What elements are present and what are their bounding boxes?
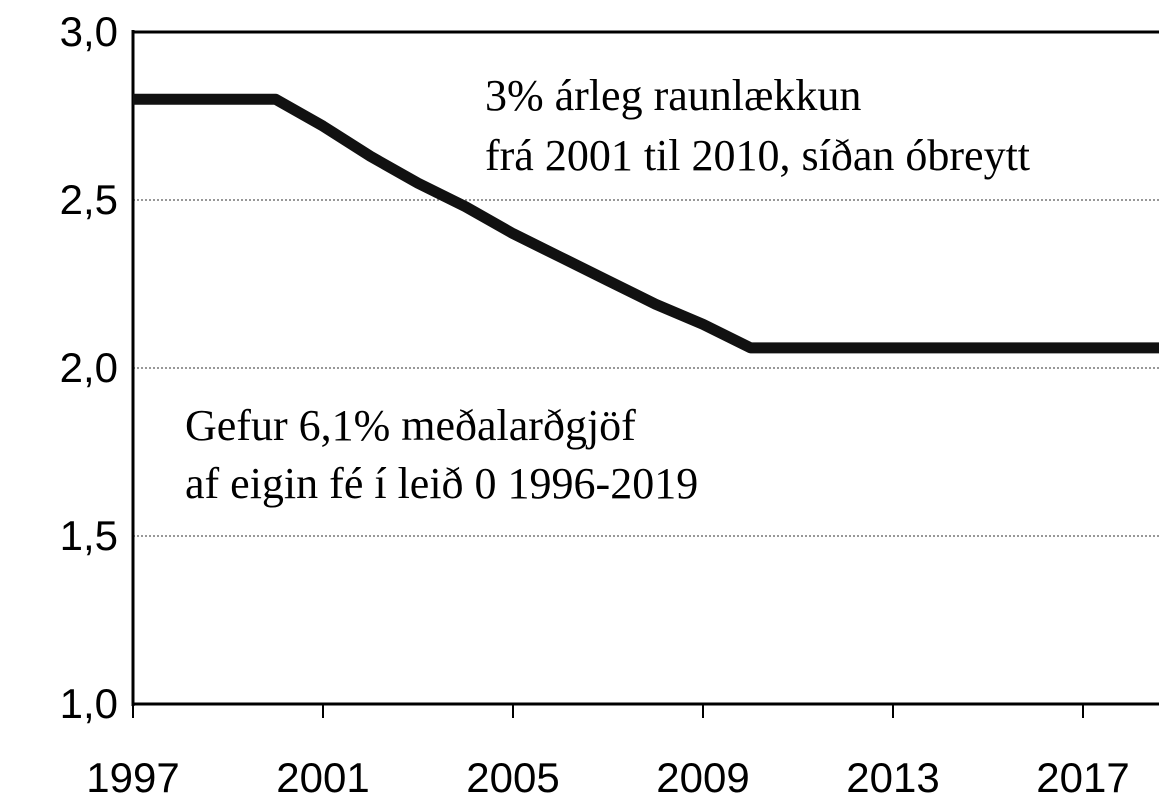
y-tick-label: 2,5 — [60, 176, 118, 223]
y-tick-label: 3,0 — [60, 8, 118, 55]
y-tick-label: 2,0 — [60, 344, 118, 391]
data-line — [133, 93, 1159, 354]
annotation: 3% árleg raunlækkun — [485, 71, 861, 120]
x-tick-label: 2005 — [466, 754, 559, 801]
annotation: frá 2001 til 2010, síðan óbreytt — [485, 131, 1030, 180]
y-tick-label: 1,5 — [60, 512, 118, 559]
x-tick-label: 2017 — [1036, 754, 1129, 801]
annotation: Gefur 6,1% meðalarðgjöf — [185, 401, 636, 450]
x-tick-label: 2001 — [276, 754, 369, 801]
annotation: af eigin fé í leið 0 1996-2019 — [185, 459, 698, 508]
x-tick-label: 2013 — [846, 754, 939, 801]
x-tick-label: 1997 — [86, 754, 179, 801]
y-tick-label: 1,0 — [60, 680, 118, 727]
x-tick-label: 2009 — [656, 754, 749, 801]
